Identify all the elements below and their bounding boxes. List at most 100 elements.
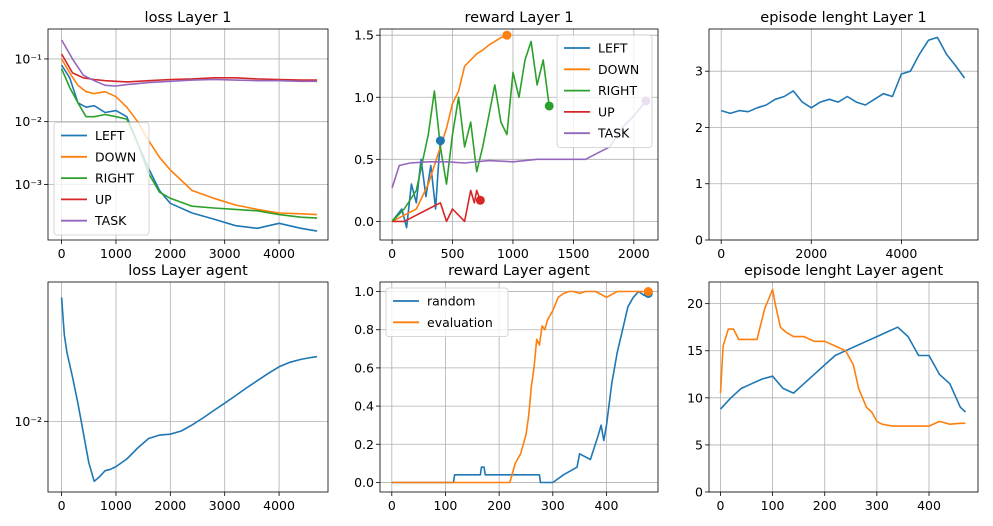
- legend-label: UP: [95, 192, 112, 207]
- legend-label: DOWN: [95, 149, 136, 164]
- x-tick-label: 2000: [618, 246, 650, 261]
- x-tick-label: 4000: [263, 498, 295, 513]
- y-tick-label: 15: [687, 343, 703, 358]
- y-tick-label: 20: [687, 296, 703, 311]
- end-marker-down: [502, 30, 512, 40]
- y-tick-label: 3: [695, 64, 703, 79]
- x-tick-label: 2000: [154, 246, 186, 261]
- y-tick-label: 1.0: [354, 90, 374, 105]
- chart-panel-4: 0 1000 2000 3000 4000 10⁻² loss Layer agent: [14, 263, 329, 513]
- y-tick-label: 0: [695, 233, 703, 248]
- chart-title: loss Layer agent: [128, 263, 248, 279]
- y-tick-label: 1: [695, 176, 703, 191]
- series-line-series-1: [720, 36, 966, 115]
- chart-panel-1: 0 1000 2000 3000 4000 10⁻³ 10⁻² 10⁻¹ loss Layer …: [14, 10, 329, 261]
- legend-label: RIGHT: [598, 83, 637, 98]
- series-group: [391, 290, 649, 484]
- legend-label: RIGHT: [95, 171, 134, 186]
- chart-panel-2: 0 500 1000 1500 2000 0.0 0.5 1.0 1.5 reward Layer…: [354, 10, 659, 261]
- y-tick-label: 2: [695, 120, 703, 135]
- y-tick-label: 0.0: [354, 214, 374, 229]
- legend-label: UP: [598, 104, 615, 119]
- series-group: [719, 288, 967, 427]
- x-tick-label: 1000: [497, 246, 529, 261]
- y-tick-label: 0.2: [354, 437, 374, 452]
- chart-title: reward Layer 1: [464, 10, 573, 26]
- x-tick-label: 200: [813, 498, 837, 513]
- x-tick-label: 1000: [100, 498, 132, 513]
- y-tick-label: 0.5: [354, 152, 374, 167]
- legend: LEFT DOWN RIGHT UP TASK: [556, 34, 653, 148]
- y-tick-label: 0.0: [354, 475, 374, 490]
- y-tick-label: 10⁻²: [14, 114, 42, 129]
- y-tick-label: 10⁻³: [14, 177, 42, 192]
- x-tick-label: 500: [441, 246, 465, 261]
- y-tick-label: 0.6: [354, 360, 374, 375]
- x-tick-label: 3000: [209, 498, 241, 513]
- y-tick-label: 1.0: [354, 284, 374, 299]
- x-tick-label: 0: [716, 498, 724, 513]
- plot-frame: [708, 281, 979, 493]
- chart-title: loss Layer 1: [145, 10, 232, 26]
- x-tick-label: 0: [388, 246, 396, 261]
- x-tick-label: 300: [541, 498, 565, 513]
- legend-label: TASK: [597, 126, 630, 141]
- end-marker-right: [544, 101, 554, 111]
- end-marker-left: [435, 136, 445, 146]
- legend-label: DOWN: [598, 62, 639, 77]
- y-tick-label: 5: [695, 437, 703, 452]
- x-tick-label: 1000: [100, 246, 132, 261]
- plot-frame: [708, 28, 979, 241]
- end-marker-evaluation: [643, 287, 653, 297]
- series-group: [60, 297, 318, 483]
- x-tick-label: 0: [58, 498, 66, 513]
- x-tick-label: 200: [487, 498, 511, 513]
- series-line-series-2: [719, 288, 966, 427]
- y-tick-label: 0.8: [354, 322, 374, 337]
- x-tick-label: 400: [917, 498, 941, 513]
- x-tick-label: 4000: [885, 246, 917, 261]
- plot-frame: [47, 281, 329, 493]
- series-group: [391, 34, 647, 229]
- plot-frame: [379, 281, 659, 493]
- chart-title: episode lenght Layer agent: [744, 263, 943, 279]
- chart-title: reward Layer agent: [448, 263, 590, 279]
- x-tick-label: 100: [434, 498, 458, 513]
- legend-label: LEFT: [95, 128, 125, 143]
- series-line-task: [60, 39, 318, 87]
- plot-frame: [379, 28, 659, 241]
- y-tick-label: 10⁻¹: [14, 51, 42, 66]
- series-line-random: [391, 290, 649, 484]
- legend-label: TASK: [94, 213, 127, 228]
- end-marker-up: [475, 195, 485, 205]
- legend-box: [53, 122, 150, 236]
- chart-panel-6: 0 100 200 300 400 0 5 10 15 20 episode lenght Laye…: [687, 263, 979, 513]
- legend-label: LEFT: [598, 41, 628, 56]
- y-tick-label: 10⁻²: [14, 414, 42, 429]
- x-tick-label: 3000: [209, 246, 241, 261]
- x-tick-label: 1500: [557, 246, 589, 261]
- legend: random evaluation: [385, 287, 509, 337]
- series-line-evaluation: [391, 290, 649, 484]
- x-tick-label: 300: [865, 498, 889, 513]
- series-line-up: [392, 189, 482, 223]
- x-tick-label: 400: [595, 498, 619, 513]
- legend-label: random: [427, 294, 475, 309]
- x-tick-label: 4000: [263, 246, 295, 261]
- y-tick-label: 0: [695, 485, 703, 500]
- y-tick-label: 10: [687, 390, 703, 405]
- x-tick-label: 0: [388, 498, 396, 513]
- y-tick-label: 0.4: [354, 399, 374, 414]
- legend: LEFT DOWN RIGHT UP TASK: [53, 122, 150, 236]
- x-tick-label: 2000: [795, 246, 827, 261]
- series-line-right: [391, 40, 550, 222]
- x-tick-label: 2000: [154, 498, 186, 513]
- chart-panel-5: 0 100 200 300 400 0.0 0.2 0.4 0.6 0.8 1.0 reward La…: [354, 263, 659, 513]
- y-tick-label: 1.5: [354, 28, 374, 43]
- x-tick-label: 0: [58, 246, 66, 261]
- legend-label: evaluation: [427, 315, 493, 330]
- chart-title: episode lenght Layer 1: [760, 10, 926, 26]
- legend-box: [556, 34, 653, 148]
- chart-panel-3: 0 2000 4000 0 1 2 3 episode lenght Layer 1: [695, 10, 979, 261]
